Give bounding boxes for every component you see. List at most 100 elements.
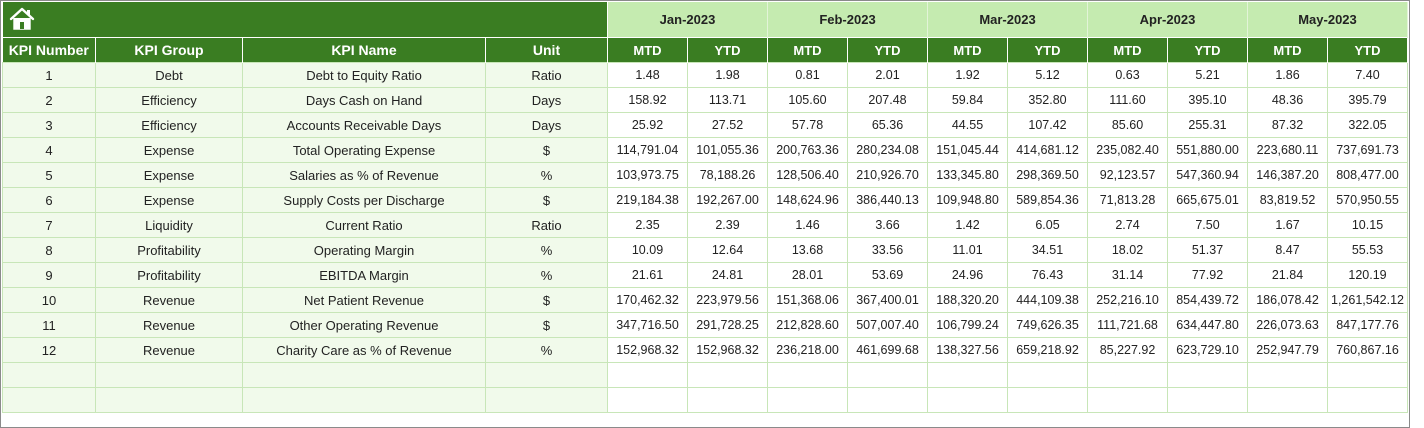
mtd-value-cell[interactable]: 2.35 bbox=[607, 212, 688, 238]
ytd-value-cell[interactable]: 551,880.00 bbox=[1167, 137, 1248, 163]
ytd-value-cell[interactable]: 749,626.35 bbox=[1007, 312, 1088, 338]
mtd-header[interactable]: MTD bbox=[607, 37, 688, 63]
mtd-value-cell[interactable]: 200,763.36 bbox=[767, 137, 848, 163]
kpi-name-cell[interactable]: Salaries as % of Revenue bbox=[242, 162, 486, 188]
ytd-value-cell[interactable]: 760,867.16 bbox=[1327, 337, 1408, 363]
ytd-value-cell[interactable] bbox=[687, 387, 768, 413]
kpi-group-cell[interactable]: Debt bbox=[95, 62, 243, 88]
mtd-value-cell[interactable]: 152,968.32 bbox=[607, 337, 688, 363]
kpi-number-cell[interactable]: 11 bbox=[2, 312, 96, 338]
kpi-name-cell[interactable]: Other Operating Revenue bbox=[242, 312, 486, 338]
kpi-number-cell[interactable]: 3 bbox=[2, 112, 96, 138]
mtd-value-cell[interactable]: 138,327.56 bbox=[927, 337, 1008, 363]
mtd-value-cell[interactable]: 0.81 bbox=[767, 62, 848, 88]
unit-cell[interactable]: $ bbox=[485, 137, 608, 163]
ytd-value-cell[interactable]: 847,177.76 bbox=[1327, 312, 1408, 338]
ytd-value-cell[interactable]: 7.50 bbox=[1167, 212, 1248, 238]
mtd-value-cell[interactable] bbox=[1247, 362, 1328, 388]
kpi-number-header[interactable]: KPI Number bbox=[2, 37, 96, 63]
ytd-value-cell[interactable]: 113.71 bbox=[687, 87, 768, 113]
unit-cell[interactable]: % bbox=[485, 337, 608, 363]
ytd-value-cell[interactable]: 107.42 bbox=[1007, 112, 1088, 138]
kpi-name-cell[interactable]: Current Ratio bbox=[242, 212, 486, 238]
mtd-header[interactable]: MTD bbox=[1087, 37, 1168, 63]
unit-cell[interactable]: % bbox=[485, 262, 608, 288]
mtd-value-cell[interactable]: 106,799.24 bbox=[927, 312, 1008, 338]
ytd-value-cell[interactable]: 207.48 bbox=[847, 87, 928, 113]
ytd-value-cell[interactable]: 386,440.13 bbox=[847, 187, 928, 213]
ytd-value-cell[interactable]: 6.05 bbox=[1007, 212, 1088, 238]
kpi-number-cell[interactable]: 1 bbox=[2, 62, 96, 88]
mtd-value-cell[interactable]: 0.63 bbox=[1087, 62, 1168, 88]
ytd-value-cell[interactable]: 367,400.01 bbox=[847, 287, 928, 313]
ytd-value-cell[interactable]: 10.15 bbox=[1327, 212, 1408, 238]
mtd-header[interactable]: MTD bbox=[767, 37, 848, 63]
ytd-value-cell[interactable]: 634,447.80 bbox=[1167, 312, 1248, 338]
kpi-number-cell[interactable]: 12 bbox=[2, 337, 96, 363]
home-icon[interactable] bbox=[8, 6, 36, 35]
mtd-value-cell[interactable]: 85,227.92 bbox=[1087, 337, 1168, 363]
mtd-value-cell[interactable] bbox=[767, 387, 848, 413]
kpi-group-cell[interactable]: Expense bbox=[95, 137, 243, 163]
ytd-header[interactable]: YTD bbox=[1327, 37, 1408, 63]
ytd-value-cell[interactable]: 298,369.50 bbox=[1007, 162, 1088, 188]
kpi-number-cell[interactable]: 6 bbox=[2, 187, 96, 213]
kpi-group-cell[interactable]: Expense bbox=[95, 162, 243, 188]
mtd-value-cell[interactable]: 151,368.06 bbox=[767, 287, 848, 313]
mtd-value-cell[interactable]: 105.60 bbox=[767, 87, 848, 113]
ytd-value-cell[interactable]: 101,055.36 bbox=[687, 137, 768, 163]
mtd-value-cell[interactable]: 1.86 bbox=[1247, 62, 1328, 88]
ytd-value-cell[interactable] bbox=[1167, 362, 1248, 388]
ytd-value-cell[interactable] bbox=[1327, 387, 1408, 413]
ytd-value-cell[interactable]: 461,699.68 bbox=[847, 337, 928, 363]
mtd-value-cell[interactable]: 85.60 bbox=[1087, 112, 1168, 138]
mtd-value-cell[interactable]: 2.74 bbox=[1087, 212, 1168, 238]
kpi-number-cell[interactable]: 8 bbox=[2, 237, 96, 263]
mtd-value-cell[interactable]: 10.09 bbox=[607, 237, 688, 263]
ytd-value-cell[interactable]: 395.79 bbox=[1327, 87, 1408, 113]
ytd-value-cell[interactable] bbox=[1167, 387, 1248, 413]
ytd-value-cell[interactable] bbox=[1327, 362, 1408, 388]
kpi-name-header[interactable]: KPI Name bbox=[242, 37, 486, 63]
ytd-value-cell[interactable]: 55.53 bbox=[1327, 237, 1408, 263]
kpi-group-cell[interactable]: Revenue bbox=[95, 337, 243, 363]
ytd-value-cell[interactable]: 5.21 bbox=[1167, 62, 1248, 88]
ytd-value-cell[interactable]: 255.31 bbox=[1167, 112, 1248, 138]
mtd-value-cell[interactable] bbox=[927, 387, 1008, 413]
ytd-value-cell[interactable]: 2.39 bbox=[687, 212, 768, 238]
ytd-value-cell[interactable]: 65.36 bbox=[847, 112, 928, 138]
ytd-value-cell[interactable]: 192,267.00 bbox=[687, 187, 768, 213]
kpi-number-cell[interactable] bbox=[2, 387, 96, 413]
kpi-name-cell[interactable] bbox=[242, 387, 486, 413]
kpi-group-cell[interactable]: Efficiency bbox=[95, 87, 243, 113]
mtd-value-cell[interactable]: 48.36 bbox=[1247, 87, 1328, 113]
kpi-name-cell[interactable]: Supply Costs per Discharge bbox=[242, 187, 486, 213]
ytd-value-cell[interactable]: 210,926.70 bbox=[847, 162, 928, 188]
kpi-group-cell[interactable] bbox=[95, 387, 243, 413]
kpi-name-cell[interactable]: Days Cash on Hand bbox=[242, 87, 486, 113]
mtd-value-cell[interactable]: 8.47 bbox=[1247, 237, 1328, 263]
ytd-value-cell[interactable]: 12.64 bbox=[687, 237, 768, 263]
ytd-value-cell[interactable] bbox=[847, 362, 928, 388]
mtd-header[interactable]: MTD bbox=[927, 37, 1008, 63]
mtd-value-cell[interactable]: 21.84 bbox=[1247, 262, 1328, 288]
mtd-header[interactable]: MTD bbox=[1247, 37, 1328, 63]
ytd-value-cell[interactable]: 51.37 bbox=[1167, 237, 1248, 263]
mtd-value-cell[interactable]: 223,680.11 bbox=[1247, 137, 1328, 163]
mtd-value-cell[interactable]: 151,045.44 bbox=[927, 137, 1008, 163]
kpi-name-cell[interactable]: Operating Margin bbox=[242, 237, 486, 263]
mtd-value-cell[interactable]: 18.02 bbox=[1087, 237, 1168, 263]
ytd-value-cell[interactable]: 854,439.72 bbox=[1167, 287, 1248, 313]
mtd-value-cell[interactable]: 24.96 bbox=[927, 262, 1008, 288]
mtd-value-cell[interactable]: 114,791.04 bbox=[607, 137, 688, 163]
unit-header[interactable]: Unit bbox=[485, 37, 608, 63]
unit-cell[interactable]: Days bbox=[485, 87, 608, 113]
ytd-value-cell[interactable]: 352.80 bbox=[1007, 87, 1088, 113]
mtd-value-cell[interactable]: 186,078.42 bbox=[1247, 287, 1328, 313]
ytd-value-cell[interactable]: 737,691.73 bbox=[1327, 137, 1408, 163]
ytd-value-cell[interactable]: 27.52 bbox=[687, 112, 768, 138]
kpi-number-cell[interactable] bbox=[2, 362, 96, 388]
kpi-name-cell[interactable]: Debt to Equity Ratio bbox=[242, 62, 486, 88]
kpi-number-cell[interactable]: 7 bbox=[2, 212, 96, 238]
ytd-value-cell[interactable] bbox=[847, 387, 928, 413]
